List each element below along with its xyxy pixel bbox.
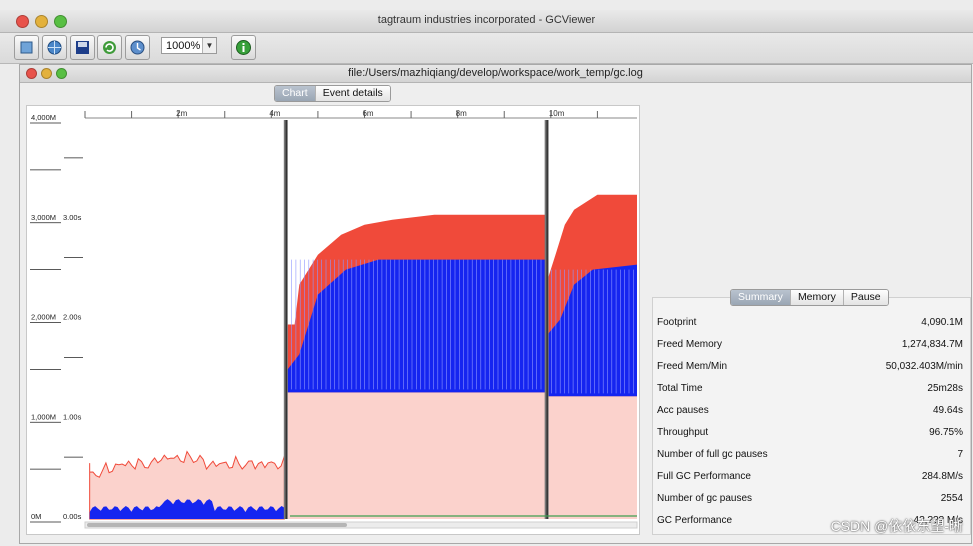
summary-row: Freed Memory 1,274,834.7M <box>657 333 963 355</box>
refresh-icon <box>103 41 116 54</box>
y-pause-label: 1.00s <box>63 412 82 421</box>
summary-value: 1,274,834.7M <box>901 338 963 350</box>
x-tick-label: 8m <box>456 109 467 118</box>
tab-event-details[interactable]: Event details <box>315 86 390 101</box>
gc-chart-panel[interactable]: 2m4m6m8m10m14,000M3,000M2,000M1,000M0M3.… <box>26 105 647 535</box>
summary-label: Footprint <box>657 316 697 328</box>
heap-total-area <box>89 450 285 520</box>
summary-label: Freed Mem/Min <box>657 360 728 372</box>
y-memory-label: 0M <box>31 512 41 521</box>
summary-label: Full GC Performance <box>657 470 751 482</box>
save-button[interactable] <box>70 35 95 60</box>
chart-scrollbar-thumb <box>87 523 347 527</box>
zoom-value: 1000% <box>166 39 201 52</box>
close-window-button[interactable] <box>16 15 29 28</box>
y-pause-label: 2.00s <box>63 313 82 322</box>
summary-row: Freed Mem/Min 50,032.403M/min <box>657 355 963 377</box>
window-title-bar: tagtraum industries incorporated - GCVie… <box>0 10 973 33</box>
watch-icon <box>130 40 145 55</box>
document-title: file:/Users/mazhiqiang/develop/workspace… <box>348 67 643 79</box>
summary-row: Number of full gc pauses 7 <box>657 443 963 465</box>
summary-label: Number of gc pauses <box>657 492 753 504</box>
tab-memory[interactable]: Memory <box>790 290 844 305</box>
summary-value: 49.64s <box>932 404 963 416</box>
document-title-bar: file:/Users/mazhiqiang/develop/workspace… <box>20 65 971 83</box>
about-button[interactable] <box>231 35 256 60</box>
toolbar: 1000% ▼ <box>0 33 973 64</box>
open-file-button[interactable] <box>14 35 39 60</box>
summary-row: Acc pauses 49.64s <box>657 399 963 421</box>
summary-label: Acc pauses <box>657 404 709 416</box>
summary-label: Number of full gc pauses <box>657 448 768 460</box>
summary-label: GC Performance <box>657 514 733 526</box>
refresh-button[interactable] <box>97 35 122 60</box>
y-memory-label: 2,000M <box>31 313 56 322</box>
open-url-icon <box>47 40 62 55</box>
summary-label: Throughput <box>657 426 709 438</box>
x-tick-label: 6m <box>362 109 373 118</box>
chevron-down-icon: ▼ <box>202 38 216 53</box>
summary-label: Freed Memory <box>657 338 723 350</box>
summary-row: Throughput 96.75% <box>657 421 963 443</box>
summary-row: Full GC Performance 284.8M/s <box>657 465 963 487</box>
gc-chart: 2m4m6m8m10m14,000M3,000M2,000M1,000M0M3.… <box>30 109 647 529</box>
summary-value: 50,032.403M/min <box>885 360 963 372</box>
zoom-window-button[interactable] <box>54 15 67 28</box>
tab-pause[interactable]: Pause <box>843 290 888 305</box>
minimize-window-button[interactable] <box>35 15 48 28</box>
open-file-icon <box>20 41 33 54</box>
tab-chart[interactable]: Chart <box>275 86 316 101</box>
summary-value: 7 <box>957 448 963 460</box>
x-tick-label: 4m <box>269 109 280 118</box>
zoom-select[interactable]: 1000% ▼ <box>161 37 217 54</box>
young-gen-area <box>89 499 285 519</box>
y-memory-label: 3,000M <box>31 213 56 222</box>
chart-scrollbar <box>84 521 638 529</box>
window-title: tagtraum industries incorporated - GCVie… <box>377 14 596 26</box>
watch-button[interactable] <box>125 35 150 60</box>
summary-value: 4,090.1M <box>921 316 963 328</box>
y-pause-label: 0.00s <box>63 512 82 521</box>
watermark: CSDN @依依东望-晰 <box>830 518 963 534</box>
summary-value: 4?,??? M/s <box>913 514 963 526</box>
zoom-document-button[interactable] <box>56 68 67 79</box>
window-controls <box>16 15 67 28</box>
x-tick-label: 2m <box>176 109 187 118</box>
tenured-gen-area <box>287 392 546 519</box>
summary-value: 2554 <box>940 492 963 504</box>
summary-row: Number of gc pauses 2554 <box>657 487 963 509</box>
document-window-controls <box>26 68 67 79</box>
summary-row: GC Performance 4?,??? M/s <box>657 509 963 531</box>
summary-value: 284.8M/s <box>921 470 963 482</box>
summary-row: Footprint 4,090.1M <box>657 311 963 333</box>
chart-tabs: Chart Event details <box>274 85 391 102</box>
y-memory-label: 1,000M <box>31 412 56 421</box>
close-document-button[interactable] <box>26 68 37 79</box>
info-icon <box>236 40 251 55</box>
y-pause-label: 3.00s <box>63 213 82 222</box>
young-gen-area <box>547 264 637 397</box>
open-url-button[interactable] <box>42 35 67 60</box>
x-tick-label: 10m <box>549 109 565 118</box>
summary-panel: Summary Memory Pause Footprint 4,090.1M Fr… <box>652 289 971 535</box>
tenured-gen-area <box>547 396 637 519</box>
summary-label: Total Time <box>657 382 703 394</box>
minimize-document-button[interactable] <box>41 68 52 79</box>
summary-tabs: Summary Memory Pause <box>730 289 889 306</box>
save-icon <box>76 41 89 54</box>
y-memory-label: 4,000M <box>31 113 56 122</box>
summary-value: 96.75% <box>929 426 963 438</box>
summary-row: Total Time 25m28s <box>657 377 963 399</box>
summary-value: 25m28s <box>927 382 963 394</box>
tab-summary[interactable]: Summary <box>731 290 791 305</box>
